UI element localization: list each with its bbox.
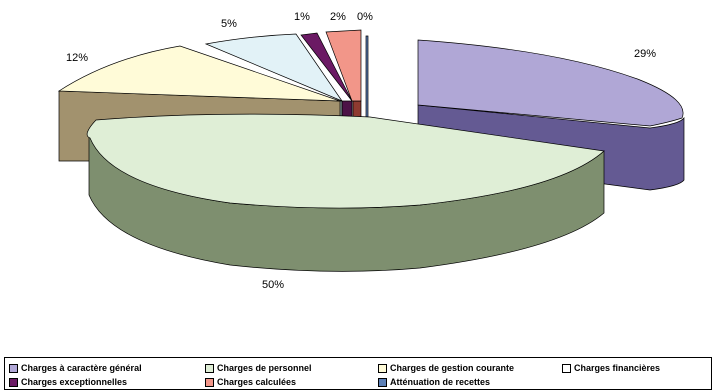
label-charges-calculees: 2% [330,11,346,23]
slice-charges-calculees [325,29,362,102]
legend-label: Charges à caractère général [21,363,142,373]
legend-swatch [205,363,214,373]
label-charges-financieres: 5% [221,18,237,30]
legend-label: Charges financières [574,363,661,373]
legend-swatch [9,363,18,373]
legend-item: Charges financières [562,362,660,374]
legend-swatch [378,363,387,373]
legend-swatch [378,377,387,387]
legend-swatch [562,363,571,373]
label-attenuation-de-recettes: 0% [357,11,373,23]
legend-label: Charges exceptionnelles [21,377,128,387]
label-charges-caractere-general: 29% [634,48,656,60]
label-charges-personnel: 50% [262,279,284,291]
slice-charges-gestion-courante [57,45,341,102]
legend-label: Charges de gestion courante [390,363,515,373]
legend-item: Atténuation de recettes [378,376,490,388]
legend-label: Atténuation de recettes [390,377,491,387]
slice-charges-caractere-general [417,39,684,127]
legend: Charges à caractère général Charges de p… [4,357,712,390]
slice-charges-financieres [204,33,343,102]
legend-item: Charges de personnel [205,362,312,374]
legend-item: Charges à caractère général [9,362,142,374]
legend-item: Charges de gestion courante [378,362,514,374]
legend-label: Charges de personnel [217,363,312,373]
label-charges-exceptionnelles: 1% [294,11,310,23]
legend-swatch [9,377,18,387]
label-charges-gestion-courante: 12% [66,52,88,64]
slice-charges-exceptionnelles [300,32,353,102]
legend-item: Charges calculées [205,376,296,388]
slice-charges-personnel [86,113,605,209]
legend-label: Charges calculées [217,377,297,387]
legend-item: Charges exceptionnelles [9,376,127,388]
legend-swatch [205,377,214,387]
